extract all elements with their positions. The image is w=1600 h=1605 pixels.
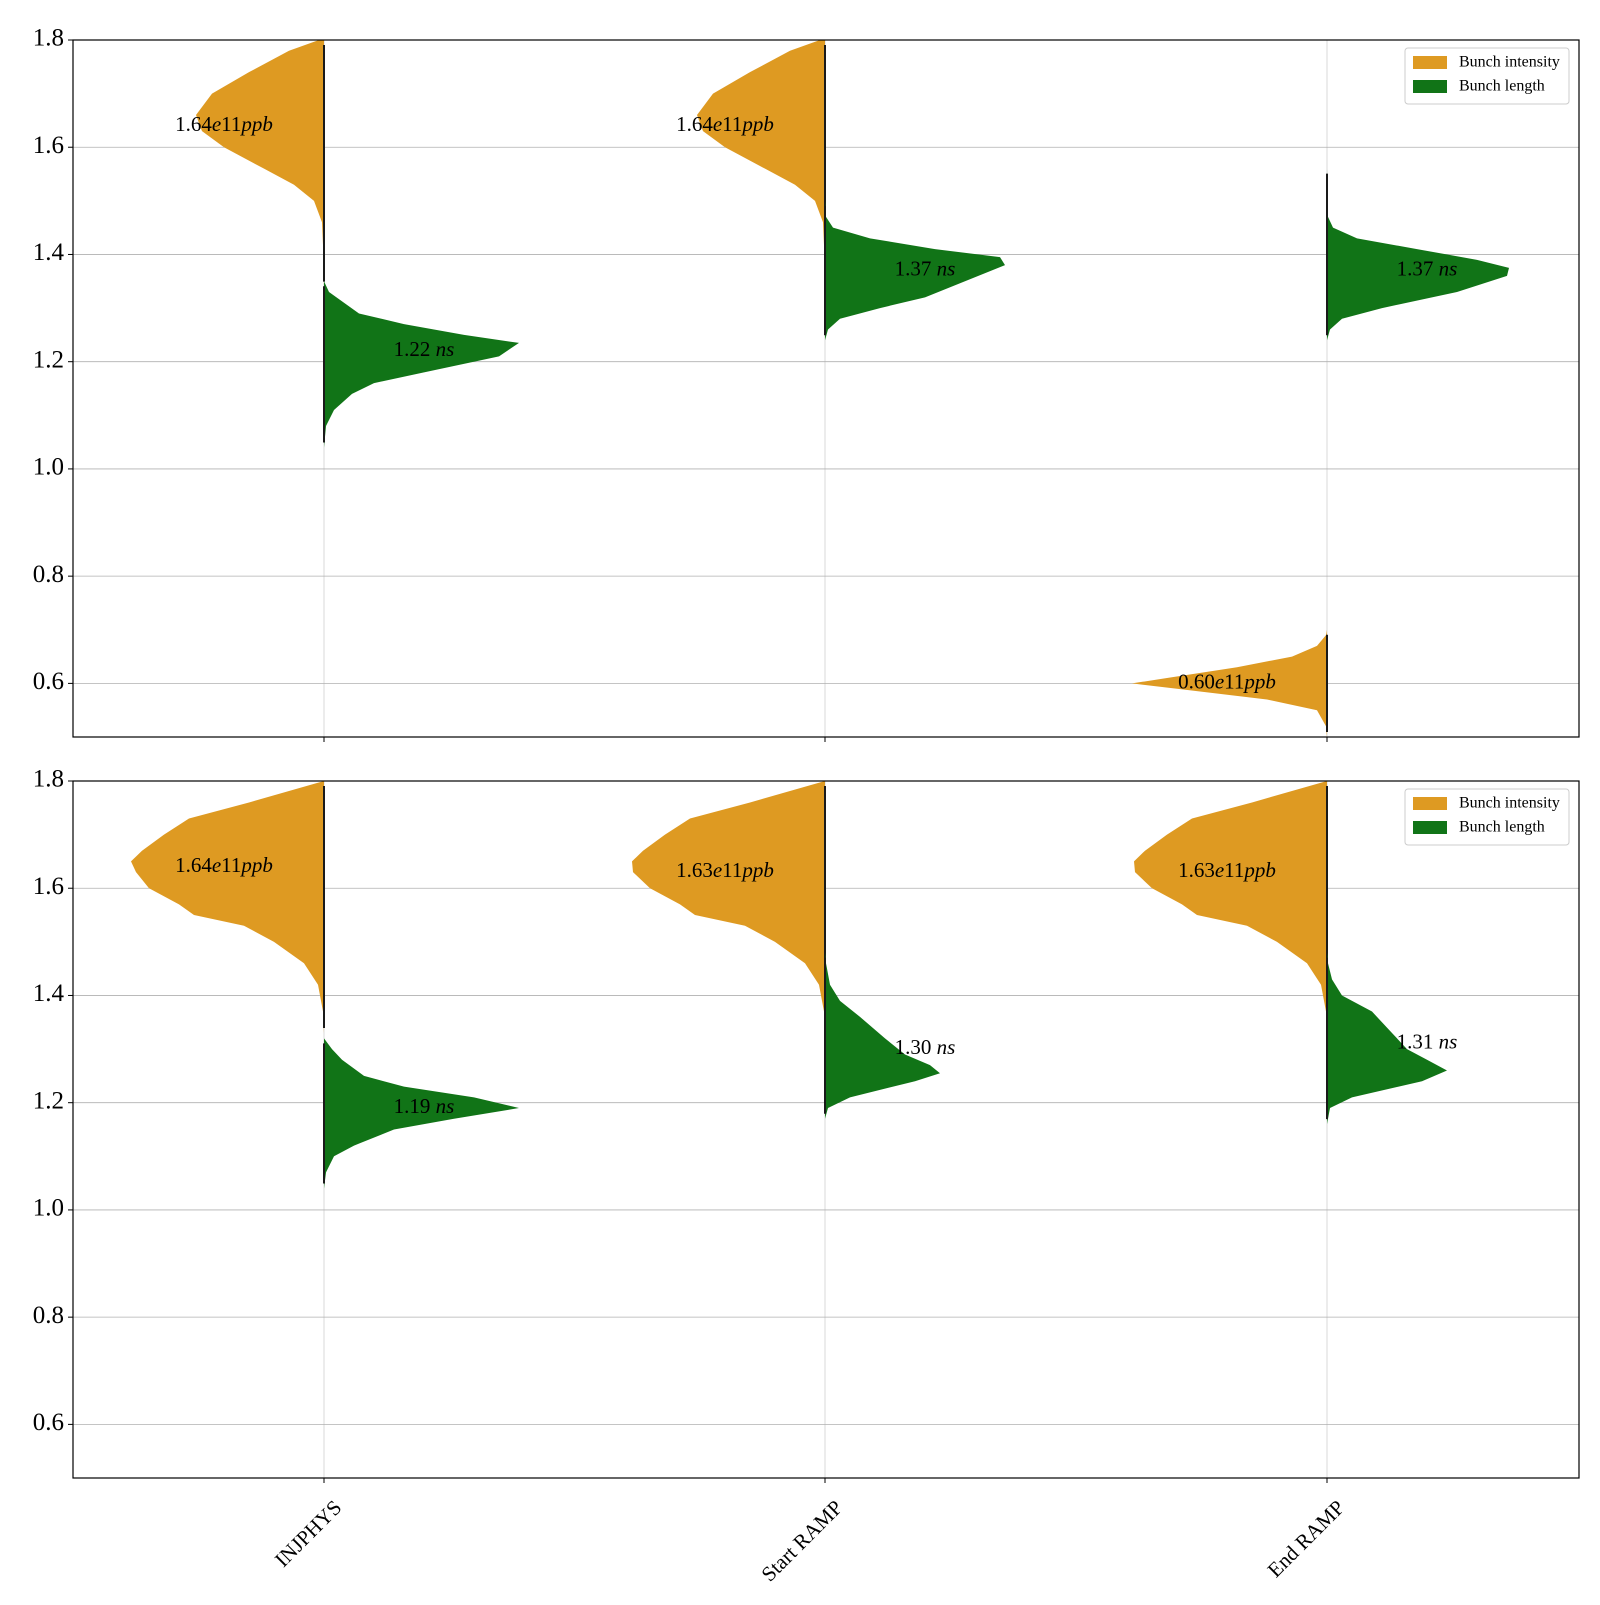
y-tick-label: 1.8 <box>33 25 64 52</box>
annotation-length-end-ramp: 1.31 ns <box>1397 1030 1458 1054</box>
violin-length-injphys <box>324 1038 519 1189</box>
annotation-length-start-ramp: 1.30 ns <box>895 1035 956 1059</box>
violin-length-end-ramp <box>1327 168 1509 341</box>
violins <box>131 781 1447 1189</box>
x-category-label: Start RAMP <box>756 1495 847 1586</box>
annotation-length-end-ramp: 1.37 ns <box>1397 256 1458 280</box>
y-tick-label: 0.8 <box>33 1302 64 1329</box>
violin-intensity-start-ramp <box>697 40 825 292</box>
violin-intensity-start-ramp <box>632 781 825 1033</box>
axes-frame <box>72 780 1580 1479</box>
violin-length-end-ramp <box>1327 952 1447 1125</box>
legend-label-length: Bunch length <box>1459 78 1545 95</box>
panel-bottom: 1.64e11ppb 1.63e11ppb 1.63e11ppb 1.19 ns 1.3… <box>33 766 1580 1586</box>
y-tick-label: 0.6 <box>33 668 64 695</box>
legend-label-length: Bunch length <box>1459 819 1545 836</box>
annotation-intensity-end-ramp: 0.60e11ppb <box>1178 669 1276 693</box>
legend-swatch-length <box>1413 821 1447 834</box>
annotation-length-injphys: 1.19 ns <box>394 1094 455 1118</box>
panel-top: 1.64e11ppb 1.64e11ppb 0.60e11ppb 1.22 ns 1.3… <box>33 25 1580 742</box>
axes-frame <box>72 39 1580 738</box>
y-tick-label: 1.6 <box>33 132 64 159</box>
y-tick-label: 1.6 <box>33 873 64 900</box>
x-category-label: INJPHYS <box>270 1495 346 1571</box>
violin-length-start-ramp <box>825 200 1005 341</box>
annotation-intensity-injphys: 1.64e11ppb <box>175 853 273 877</box>
annotation-length-injphys: 1.22 ns <box>394 337 455 361</box>
y-tick-label: 1.0 <box>33 1195 64 1222</box>
y-tick-label: 1.0 <box>33 454 64 481</box>
annotation-intensity-start-ramp: 1.63e11ppb <box>676 858 774 882</box>
y-tick-label: 0.6 <box>33 1409 64 1436</box>
y-tick-label: 0.8 <box>33 561 64 588</box>
legend: Bunch intensity Bunch length <box>1404 788 1570 846</box>
annotation-intensity-injphys: 1.64e11ppb <box>175 112 273 136</box>
annotation-intensity-start-ramp: 1.64e11ppb <box>676 112 774 136</box>
legend-swatch-intensity <box>1413 56 1447 69</box>
legend-swatch-length <box>1413 80 1447 93</box>
annotation-intensity-end-ramp: 1.63e11ppb <box>1178 858 1276 882</box>
y-tick-label: 1.4 <box>33 980 65 1007</box>
y-tick-label: 1.2 <box>33 346 64 373</box>
violin-intensity-end-ramp <box>1134 781 1327 1033</box>
violin-intensity-injphys <box>131 781 324 1033</box>
x-category-label: End RAMP <box>1263 1495 1350 1582</box>
violins <box>196 40 1509 737</box>
violin-intensity-end-ramp <box>1132 629 1327 737</box>
y-tick-label: 1.4 <box>33 239 65 266</box>
annotation-length-start-ramp: 1.37 ns <box>895 256 956 280</box>
legend-label-intensity: Bunch intensity <box>1459 54 1560 71</box>
y-tick-label: 1.8 <box>33 766 64 793</box>
violin-intensity-injphys <box>196 40 324 287</box>
violin-length-start-ramp <box>825 952 940 1119</box>
legend-swatch-intensity <box>1413 797 1447 810</box>
violin-length-injphys <box>324 281 519 448</box>
legend-label-intensity: Bunch intensity <box>1459 795 1560 812</box>
legend: Bunch intensity Bunch length <box>1404 47 1570 105</box>
y-tick-label: 1.2 <box>33 1087 64 1114</box>
